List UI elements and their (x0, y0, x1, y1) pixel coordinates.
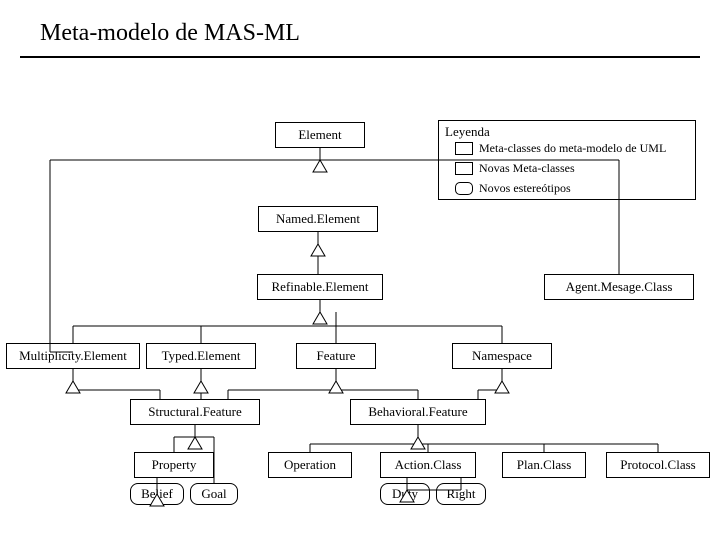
legend-label: Novos estereótipos (479, 181, 571, 196)
node-multiplicity: Multiplicity.Element (6, 343, 140, 369)
node-named: Named.Element (258, 206, 378, 232)
node-protocolclass: Protocol.Class (606, 452, 710, 478)
node-right: Right (436, 483, 486, 505)
legend-item-stereo: Novos estereótipos (455, 181, 571, 196)
node-namespace: Namespace (452, 343, 552, 369)
node-duty: Duty (380, 483, 430, 505)
node-feature: Feature (296, 343, 376, 369)
node-element: Element (275, 122, 365, 148)
page-title: Meta-modelo de MAS-ML (40, 20, 300, 47)
legend-label: Novas Meta-classes (479, 161, 575, 176)
node-agentmsg: Agent.Mesage.Class (544, 274, 694, 300)
node-operation: Operation (268, 452, 352, 478)
legend-item-uml: Meta-classes do meta-modelo de UML (455, 141, 666, 156)
node-typed: Typed.Element (146, 343, 256, 369)
node-belief: Belief (130, 483, 184, 505)
node-actionclass: Action.Class (380, 452, 476, 478)
legend-swatch-rect (455, 162, 473, 175)
node-property: Property (134, 452, 214, 478)
node-behavioral: Behavioral.Feature (350, 399, 486, 425)
legend-box: Leyenda Meta-classes do meta-modelo de U… (438, 120, 696, 200)
legend-title: Leyenda (445, 124, 490, 140)
legend-item-novas: Novas Meta-classes (455, 161, 575, 176)
legend-label: Meta-classes do meta-modelo de UML (479, 141, 666, 156)
node-refinable: Refinable.Element (257, 274, 383, 300)
title-rule (20, 56, 700, 58)
node-structural: Structural.Feature (130, 399, 260, 425)
node-planclass: Plan.Class (502, 452, 586, 478)
legend-swatch-rect (455, 142, 473, 155)
node-goal: Goal (190, 483, 238, 505)
legend-swatch-rrect (455, 182, 473, 195)
